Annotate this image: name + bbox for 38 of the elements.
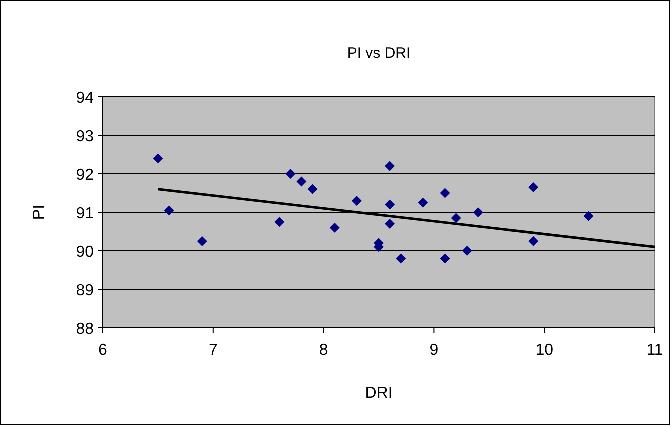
x-tick-label: 7	[208, 342, 218, 359]
x-tick-label: 8	[319, 342, 328, 359]
y-tick-label: 92	[76, 167, 94, 184]
chart-title: PI vs DRI	[347, 45, 411, 62]
y-tick-label: 94	[76, 90, 94, 107]
point	[153, 154, 164, 164]
point	[396, 254, 406, 264]
point	[296, 176, 307, 187]
y-tick-label: 93	[76, 128, 94, 146]
point	[385, 200, 396, 210]
point	[584, 211, 594, 222]
point	[418, 198, 428, 208]
point	[440, 188, 450, 198]
x-tick-label: 11	[646, 342, 664, 359]
point	[286, 169, 296, 179]
y-tick-label: 89	[76, 282, 94, 300]
y-tick-label: 88	[76, 321, 94, 338]
point	[440, 254, 450, 264]
point	[197, 236, 208, 246]
x-tick-label: 10	[536, 342, 554, 359]
x-tick-label: 6	[98, 342, 108, 359]
point	[451, 213, 462, 224]
x-tick-label: 9	[430, 342, 439, 359]
x-axis-title: DRI	[365, 385, 393, 402]
point	[385, 219, 396, 230]
point	[528, 182, 539, 192]
point	[462, 246, 472, 256]
y-axis-title: PI	[31, 204, 48, 220]
y-tick-label: 91	[76, 206, 94, 222]
point	[352, 196, 362, 206]
y-tick-label: 90	[76, 244, 94, 261]
point	[528, 236, 539, 246]
point	[385, 161, 396, 172]
point	[308, 184, 318, 194]
point	[274, 217, 285, 228]
point	[164, 206, 174, 216]
point	[473, 208, 484, 218]
point	[330, 222, 340, 233]
